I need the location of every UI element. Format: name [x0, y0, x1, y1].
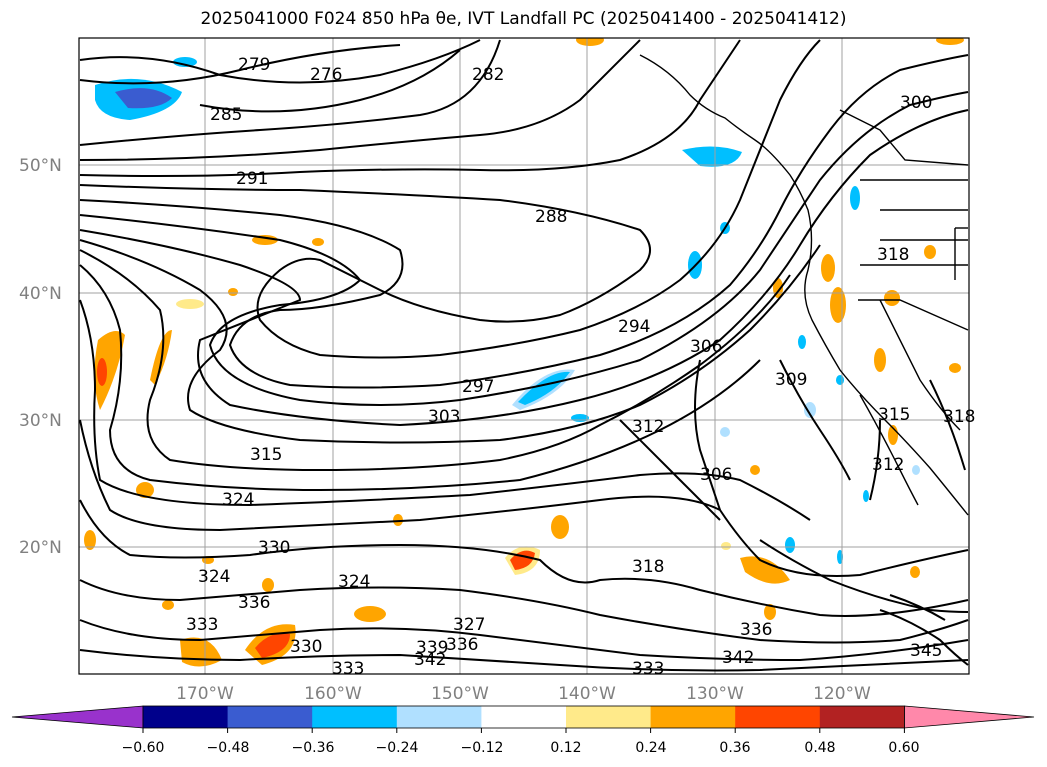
- colorbar-tick-label: 0.60: [888, 740, 919, 756]
- contour-label: 339: [416, 638, 448, 658]
- contour-label: 318: [943, 407, 975, 427]
- contour-label: 333: [186, 615, 218, 635]
- contour-label: 312: [632, 417, 664, 437]
- colorbar-ticks: −0.60 −0.48 −0.36 −0.24 −0.12 0.12 0.24 …: [122, 740, 920, 756]
- contour-label: 279: [238, 55, 270, 75]
- contour-label: 333: [632, 659, 664, 679]
- contour-label: 276: [310, 65, 342, 85]
- colorbar-segment: [227, 706, 313, 728]
- colorbar-segment: [735, 706, 821, 728]
- contour-label: 303: [428, 407, 460, 427]
- contour-label: 309: [775, 370, 807, 390]
- contour-label: 294: [618, 317, 650, 337]
- colorbar-tick-label: −0.12: [461, 740, 504, 756]
- contour-label: 345: [910, 641, 942, 661]
- contour-label: 306: [690, 337, 722, 357]
- colorbar-tick-label: −0.60: [122, 740, 165, 756]
- colorbar-segment: [481, 706, 567, 728]
- contour-label: 324: [338, 572, 370, 592]
- longitude-labels: 170°W 160°W 150°W 140°W 130°W 120°W: [176, 684, 871, 704]
- colorbar-tick-label: 0.12: [550, 740, 581, 756]
- contour-label: 285: [210, 105, 242, 125]
- contour-label: 300: [900, 93, 932, 113]
- contour-label: 342: [722, 648, 754, 668]
- contour-label: 324: [198, 567, 230, 587]
- colorbar-extend-high: [904, 705, 1035, 729]
- contour-label: 315: [250, 445, 282, 465]
- lat-label: 50°N: [19, 156, 62, 176]
- lat-label: 20°N: [19, 538, 62, 558]
- latitude-labels: 50°N 40°N 30°N 20°N: [19, 156, 62, 558]
- colorbar-tick-label: −0.24: [376, 740, 419, 756]
- contour-label: 282: [472, 65, 504, 85]
- graticule: [79, 38, 969, 674]
- lat-label: 30°N: [19, 411, 62, 431]
- map-title: 2025041000 F024 850 hPa θe, IVT Landfall…: [200, 9, 847, 29]
- colorbar-tick-label: −0.36: [292, 740, 335, 756]
- contour-label: 327: [453, 615, 485, 635]
- colorbar-tick-label: 0.36: [719, 740, 750, 756]
- contour-label: 330: [258, 538, 290, 558]
- coastlines: [639, 54, 969, 516]
- contour-label: 318: [632, 557, 664, 577]
- colorbar-segment: [650, 706, 736, 728]
- contour-label: 306: [700, 465, 732, 485]
- lon-label: 160°W: [304, 684, 362, 704]
- contour-label: 315: [878, 405, 910, 425]
- colorbar-segment: [566, 706, 652, 728]
- contour-label: 330: [290, 637, 322, 657]
- colorbar-segment: [396, 706, 482, 728]
- lat-label: 40°N: [19, 284, 62, 304]
- contour-label: 297: [462, 377, 494, 397]
- colorbar-tick-label: −0.48: [207, 740, 250, 756]
- contour-label: 318: [877, 245, 909, 265]
- contour-label: 288: [535, 207, 567, 227]
- contour-label: 333: [332, 659, 364, 679]
- colorbar-outline: [142, 705, 905, 729]
- contour-label: 291: [236, 169, 268, 189]
- lon-label: 120°W: [813, 684, 871, 704]
- contour-label: 336: [238, 593, 270, 613]
- lon-label: 150°W: [431, 684, 489, 704]
- lon-label: 140°W: [558, 684, 616, 704]
- theta-e-contours: [79, 39, 969, 672]
- contour-label: 336: [740, 620, 772, 640]
- contour-label: 312: [872, 455, 904, 475]
- map-frame: [78, 37, 970, 675]
- colorbar-segment: [143, 706, 229, 728]
- contour-label: 324: [222, 490, 254, 510]
- colorbar: [11, 705, 1035, 733]
- contour-label: 342: [414, 650, 446, 670]
- colorbar-segment: [819, 706, 905, 728]
- colorbar-extend-low: [11, 705, 144, 729]
- contour-label: 336: [446, 635, 478, 655]
- contour-labels: 279 276 282 285 291 288 300 294 306 318 …: [186, 55, 975, 679]
- lon-label: 130°W: [686, 684, 744, 704]
- shading-layer: [84, 38, 964, 667]
- colorbar-tick-label: 0.48: [804, 740, 835, 756]
- lon-label: 170°W: [176, 684, 234, 704]
- colorbar-tick-label: 0.24: [635, 740, 666, 756]
- colorbar-segment: [312, 706, 398, 728]
